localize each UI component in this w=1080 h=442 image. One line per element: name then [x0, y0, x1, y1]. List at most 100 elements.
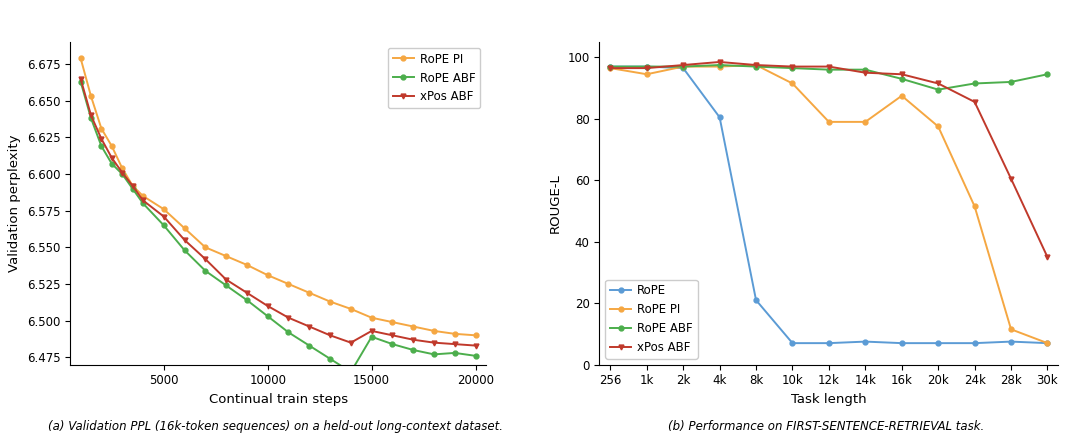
RoPE ABF	[95, 144, 108, 149]
RoPE ABF	[75, 79, 87, 84]
RoPE PI	[282, 281, 295, 286]
RoPE ABF	[750, 64, 762, 69]
xPos ABF	[859, 70, 872, 76]
RoPE PI	[95, 126, 108, 131]
RoPE PI	[241, 262, 254, 267]
RoPE ABF	[178, 248, 191, 253]
RoPE ABF	[199, 268, 212, 274]
RoPE ABF	[126, 186, 139, 191]
Line: RoPE PI: RoPE PI	[608, 63, 1050, 346]
xPos ABF	[324, 333, 337, 338]
Line: RoPE ABF: RoPE ABF	[78, 79, 478, 374]
RoPE PI	[75, 55, 87, 61]
xPos ABF	[1004, 176, 1017, 181]
RoPE ABF	[261, 313, 274, 319]
RoPE PI	[365, 315, 378, 320]
xPos ABF	[713, 59, 726, 65]
RoPE PI	[158, 206, 171, 212]
RoPE PI	[302, 290, 315, 295]
xPos ABF	[158, 214, 171, 219]
xPos ABF	[407, 337, 420, 343]
xPos ABF	[75, 76, 87, 81]
RoPE PI	[219, 253, 232, 259]
xPos ABF	[677, 62, 690, 68]
RoPE PI	[1004, 327, 1017, 332]
xPos ABF	[282, 315, 295, 320]
RoPE PI	[786, 81, 799, 86]
RoPE ABF	[386, 342, 399, 347]
xPos ABF	[895, 72, 908, 77]
RoPE ABF	[604, 64, 617, 69]
RoPE PI	[750, 62, 762, 68]
RoPE PI	[106, 144, 119, 149]
RoPE ABF	[823, 67, 836, 72]
RoPE ABF	[219, 283, 232, 288]
xPos ABF	[178, 237, 191, 243]
xPos ABF	[126, 183, 139, 188]
xPos ABF	[302, 324, 315, 329]
xPos ABF	[365, 328, 378, 334]
xPos ABF	[116, 170, 129, 175]
RoPE PI	[448, 331, 461, 336]
xPos ABF	[469, 343, 482, 348]
xPos ABF	[428, 340, 441, 345]
RoPE PI	[126, 183, 139, 188]
RoPE ABF	[282, 330, 295, 335]
xPos ABF	[106, 155, 119, 160]
RoPE PI	[136, 193, 149, 198]
xPos ABF	[786, 64, 799, 69]
RoPE PI	[345, 306, 357, 312]
RoPE ABF	[116, 171, 129, 177]
Legend: RoPE, RoPE PI, RoPE ABF, xPos ABF: RoPE, RoPE PI, RoPE ABF, xPos ABF	[605, 280, 698, 359]
RoPE ABF	[1004, 79, 1017, 84]
xPos ABF	[932, 81, 945, 86]
Line: RoPE ABF: RoPE ABF	[608, 63, 1050, 92]
RoPE ABF	[84, 116, 97, 121]
RoPE PI	[932, 124, 945, 129]
xPos ABF	[386, 333, 399, 338]
RoPE ABF	[448, 350, 461, 355]
xPos ABF	[604, 65, 617, 71]
RoPE PI	[324, 299, 337, 304]
RoPE ABF	[345, 370, 357, 375]
xPos ABF	[261, 303, 274, 309]
RoPE PI	[178, 225, 191, 231]
RoPE	[1004, 339, 1017, 344]
RoPE ABF	[859, 67, 872, 72]
RoPE ABF	[365, 334, 378, 339]
RoPE PI	[469, 333, 482, 338]
xPos ABF	[241, 290, 254, 295]
RoPE	[640, 64, 653, 69]
Y-axis label: ROUGE-L: ROUGE-L	[549, 173, 562, 233]
RoPE	[677, 65, 690, 71]
xPos ABF	[823, 64, 836, 69]
RoPE PI	[407, 324, 420, 329]
xPos ABF	[199, 256, 212, 262]
RoPE PI	[859, 119, 872, 125]
RoPE ABF	[677, 64, 690, 69]
RoPE PI	[386, 320, 399, 325]
Legend: RoPE PI, RoPE ABF, xPos ABF: RoPE PI, RoPE ABF, xPos ABF	[388, 48, 481, 108]
RoPE	[895, 340, 908, 346]
X-axis label: Task length: Task length	[791, 393, 867, 406]
RoPE ABF	[932, 87, 945, 92]
RoPE	[1041, 340, 1054, 346]
Line: xPos ABF: xPos ABF	[78, 76, 478, 348]
RoPE PI	[713, 64, 726, 69]
xPos ABF	[448, 342, 461, 347]
RoPE PI	[199, 245, 212, 250]
RoPE	[604, 64, 617, 69]
RoPE	[750, 297, 762, 303]
RoPE	[823, 340, 836, 346]
RoPE PI	[428, 328, 441, 334]
xPos ABF	[95, 136, 108, 141]
RoPE ABF	[407, 347, 420, 353]
X-axis label: Continual train steps: Continual train steps	[208, 393, 348, 406]
Line: RoPE PI: RoPE PI	[78, 56, 478, 338]
xPos ABF	[345, 340, 357, 345]
xPos ABF	[219, 277, 232, 282]
RoPE PI	[895, 93, 908, 99]
RoPE ABF	[136, 201, 149, 206]
RoPE	[786, 340, 799, 346]
RoPE PI	[261, 273, 274, 278]
